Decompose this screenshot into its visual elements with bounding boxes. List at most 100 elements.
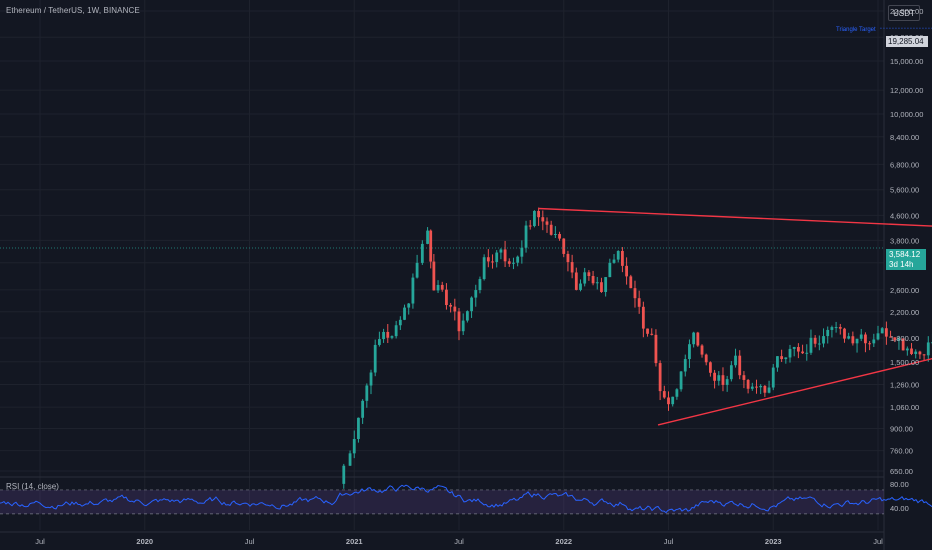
candle-body — [654, 334, 658, 364]
candle-body — [830, 327, 834, 330]
rsi-line — [0, 484, 932, 514]
candle-body — [805, 352, 809, 354]
candle-body — [512, 262, 515, 264]
candle-body — [533, 210, 536, 227]
price-tick-label: 5,600.00 — [890, 186, 919, 195]
price-tick-label: 4,600.00 — [890, 211, 919, 220]
candle-body — [390, 336, 394, 338]
candle-body — [486, 257, 490, 262]
price-tick-label: 6,800.00 — [890, 160, 919, 169]
candle-body — [864, 334, 867, 344]
candle-body — [394, 325, 398, 337]
price-tick-label: 12,000.00 — [890, 86, 923, 95]
candle-body — [884, 328, 888, 337]
rsi-tick-label: 40.00 — [890, 504, 909, 513]
candle-body — [897, 338, 901, 341]
candle-body — [570, 262, 574, 273]
candle-body — [403, 307, 406, 320]
candle-body — [495, 252, 499, 262]
candle-body — [436, 284, 440, 291]
candle-body — [662, 391, 666, 398]
price-tick-label: 1,260.00 — [890, 381, 919, 390]
candle-body — [365, 385, 369, 401]
candle-body — [788, 348, 792, 358]
candle-body — [537, 210, 541, 218]
candle-body — [491, 261, 494, 263]
candle-body — [683, 359, 687, 372]
candle-body — [709, 362, 712, 373]
price-tick-label: 10,000.00 — [890, 110, 923, 119]
candle-body — [889, 336, 892, 338]
candle-body — [566, 253, 570, 263]
candle-body — [478, 279, 482, 291]
candle-body — [411, 277, 415, 304]
candle-body — [855, 338, 859, 344]
rsi-indicator-label[interactable]: RSI (14, close) — [6, 482, 59, 491]
candle-body — [445, 289, 448, 306]
candle-body — [440, 284, 444, 290]
candle-body — [629, 276, 633, 289]
candle-body — [792, 347, 796, 349]
candle-body — [905, 348, 909, 351]
candle-body — [700, 345, 704, 355]
time-tick-label: Jul — [873, 537, 883, 546]
candle-body — [704, 354, 708, 363]
candle-body — [342, 465, 346, 484]
price-tick-label: 1,060.00 — [890, 403, 919, 412]
candle-body — [373, 344, 377, 373]
time-tick-label: 2021 — [346, 537, 363, 546]
target-price-tag: 19,285.04 — [886, 36, 928, 47]
candle-body — [910, 348, 913, 355]
candle-body — [755, 386, 758, 388]
price-tick-label: 900.00 — [890, 424, 913, 433]
candle-body — [545, 221, 549, 225]
candle-body — [725, 379, 729, 385]
price-tick-label: 1,500.00 — [890, 358, 919, 367]
candle-body — [386, 331, 390, 338]
candle-body — [457, 311, 461, 332]
price-tick-label: 15,000.00 — [890, 57, 923, 66]
candle-body — [465, 311, 469, 321]
candle-body — [574, 272, 578, 290]
time-tick-label: Jul — [664, 537, 674, 546]
candle-body — [516, 256, 520, 263]
candle-body — [834, 327, 838, 329]
candle-body — [742, 375, 746, 380]
rsi-pane — [0, 484, 932, 515]
currency-button[interactable]: USDT — [888, 5, 920, 21]
candle-body — [750, 386, 754, 389]
candle-body — [382, 331, 385, 340]
candle-body — [549, 224, 553, 235]
candle-body — [771, 367, 775, 388]
candle-body — [813, 337, 817, 344]
candle-body — [507, 261, 511, 264]
candle-body — [432, 261, 436, 291]
candle-body — [528, 225, 532, 227]
bar-countdown: 3d 14h — [889, 260, 914, 269]
candle-body — [922, 354, 926, 356]
candle-body — [717, 375, 721, 381]
candle-body — [369, 372, 373, 386]
candle-body — [918, 351, 922, 355]
candle-body — [583, 272, 587, 284]
candle-body — [377, 339, 381, 345]
price-tick-label: 760.00 — [890, 447, 913, 456]
time-tick-label: Jul — [35, 537, 45, 546]
candle-body — [524, 225, 528, 248]
rsi-tick-label: 80.00 — [890, 480, 909, 489]
candle-body — [692, 332, 696, 345]
candle-body — [520, 247, 524, 257]
candle-body — [482, 257, 486, 280]
last-price-tag: 3,584.12 3d 14h — [886, 249, 926, 270]
candle-body — [784, 357, 788, 360]
rsi-band-fill — [0, 489, 884, 514]
candle-body — [801, 351, 804, 354]
candle-body — [713, 372, 716, 381]
triangle-lower-trendline — [657, 357, 932, 426]
candle-body — [926, 342, 930, 356]
candle-body — [780, 356, 784, 360]
candle-body — [621, 250, 624, 266]
price-tick-label: 2,200.00 — [890, 308, 919, 317]
time-tick-label: 2020 — [136, 537, 153, 546]
